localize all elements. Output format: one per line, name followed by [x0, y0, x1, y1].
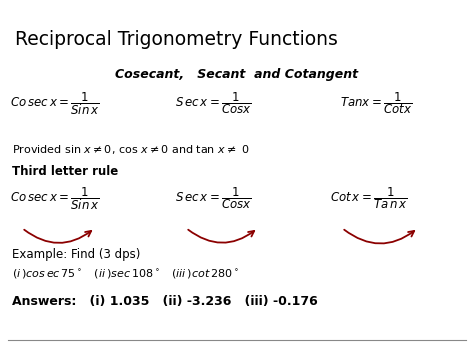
Text: Reciprocal Trigonometry Functions: Reciprocal Trigonometry Functions	[15, 30, 338, 49]
Text: Third letter rule: Third letter rule	[12, 165, 118, 178]
Text: Cosecant,   Secant  and Cotangent: Cosecant, Secant and Cotangent	[116, 68, 358, 81]
Text: $\mathit{Co\,sec\,x} = \dfrac{1}{\mathit{Sin\,x}}$: $\mathit{Co\,sec\,x} = \dfrac{1}{\mathit…	[10, 185, 100, 212]
Text: $\mathit{S\,ec\,x} = \dfrac{1}{\mathit{Cosx}}$: $\mathit{S\,ec\,x} = \dfrac{1}{\mathit{C…	[175, 90, 252, 116]
Text: Provided sin $x \neq 0$, cos $x \neq 0$ and tan $x \neq$ 0: Provided sin $x \neq 0$, cos $x \neq 0$ …	[12, 143, 250, 156]
Text: $( i\,)\mathit{cos\,ec}\,75^\circ$   $( ii\,)\mathit{sec}\,108^\circ$   $( iii\,: $( i\,)\mathit{cos\,ec}\,75^\circ$ $( ii…	[12, 268, 239, 281]
Text: $\mathit{Tan x} = \dfrac{1}{\mathit{Cotx}}$: $\mathit{Tan x} = \dfrac{1}{\mathit{Cotx…	[340, 90, 412, 116]
Text: $\mathit{Cot\,x} = \dfrac{1}{\mathit{Ta\,n\,x}}$: $\mathit{Cot\,x} = \dfrac{1}{\mathit{Ta\…	[330, 185, 408, 211]
Text: $\mathit{S\,ec\,x} = \dfrac{1}{\mathit{Cosx}}$: $\mathit{S\,ec\,x} = \dfrac{1}{\mathit{C…	[175, 185, 252, 211]
Text: Example: Find (3 dps): Example: Find (3 dps)	[12, 248, 140, 261]
Text: $\mathit{Co\,sec\,x} = \dfrac{1}{\mathit{Sin\,x}}$: $\mathit{Co\,sec\,x} = \dfrac{1}{\mathit…	[10, 90, 100, 117]
Text: Answers:   (i) 1.035   (ii) -3.236   (iii) -0.176: Answers: (i) 1.035 (ii) -3.236 (iii) -0.…	[12, 295, 318, 308]
